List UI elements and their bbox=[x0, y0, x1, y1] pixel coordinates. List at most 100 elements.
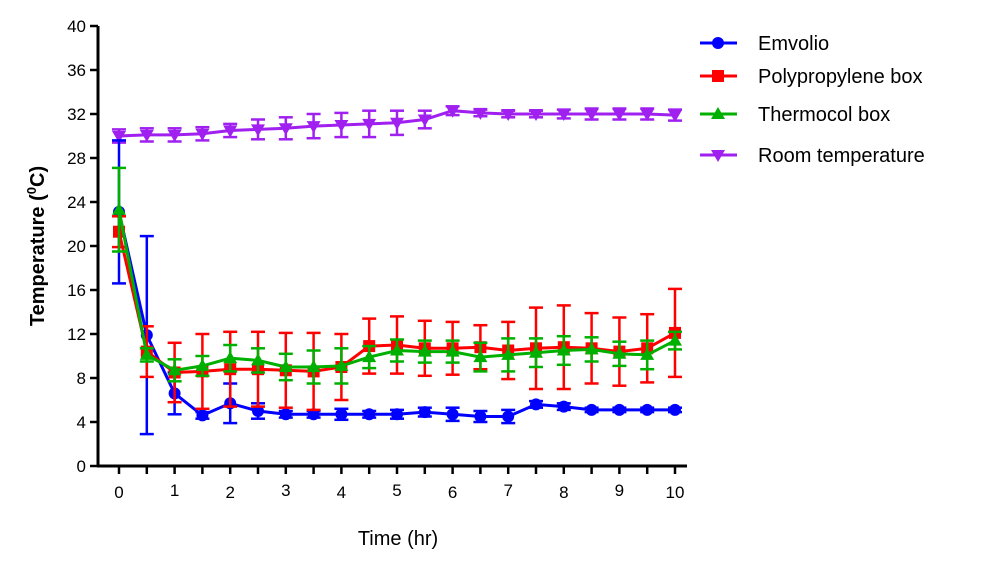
y-axis-title-main: Temperature ( bbox=[27, 194, 49, 326]
y-tick-label: 12 bbox=[67, 325, 86, 344]
marker-circle bbox=[363, 408, 376, 421]
series-emvolio bbox=[112, 139, 682, 436]
y-axis-title: Temperature (0C) bbox=[24, 166, 49, 326]
x-tick-label: 8 bbox=[559, 483, 568, 502]
series-thermocol-box bbox=[112, 166, 682, 385]
marker-triangle-down bbox=[473, 107, 488, 120]
legend-item: Emvolio bbox=[700, 33, 829, 55]
marker-triangle-down bbox=[711, 150, 725, 162]
marker-triangle-down bbox=[362, 118, 377, 131]
marker-circle bbox=[446, 408, 459, 421]
y-tick-label: 0 bbox=[77, 457, 86, 476]
y-axis-title-superscript: 0 bbox=[24, 187, 39, 194]
marker-triangle-down bbox=[195, 128, 210, 141]
marker-square bbox=[712, 70, 724, 82]
series-room-temperature bbox=[112, 105, 682, 144]
marker-triangle-up bbox=[668, 333, 682, 346]
marker-triangle-down bbox=[556, 109, 571, 121]
y-tick-label: 4 bbox=[77, 413, 86, 432]
marker-circle bbox=[196, 409, 209, 422]
y-tick-label: 16 bbox=[67, 281, 86, 300]
series-polypropylene-box bbox=[112, 215, 682, 412]
y-tick-label: 36 bbox=[67, 61, 86, 80]
legend-label: Polypropylene box bbox=[758, 66, 923, 88]
series-layer bbox=[112, 105, 682, 436]
marker-triangle-down bbox=[278, 123, 293, 136]
y-axis-title-unit: C) bbox=[27, 166, 49, 187]
legend-label: Emvolio bbox=[758, 33, 829, 55]
legend-label: Room temperature bbox=[758, 145, 925, 167]
marker-triangle-up bbox=[195, 358, 210, 371]
marker-triangle-down bbox=[417, 114, 432, 127]
marker-triangle-down bbox=[501, 109, 516, 121]
marker-circle bbox=[279, 408, 292, 421]
marker-triangle-up bbox=[139, 347, 154, 360]
legend-item: Polypropylene box bbox=[700, 66, 923, 88]
marker-triangle-up bbox=[112, 202, 126, 215]
marker-circle bbox=[307, 408, 320, 421]
marker-triangle-down bbox=[445, 105, 460, 118]
y-tick-label: 24 bbox=[67, 193, 86, 212]
marker-circle bbox=[669, 403, 681, 416]
marker-triangle-up bbox=[612, 346, 627, 359]
x-axis-title: Time (hr) bbox=[358, 528, 438, 550]
marker-circle bbox=[391, 408, 403, 421]
marker-triangle-up bbox=[167, 363, 182, 376]
marker-circle bbox=[613, 403, 626, 416]
marker-triangle-up bbox=[251, 353, 265, 366]
marker-triangle-up bbox=[529, 345, 543, 358]
marker-triangle-down bbox=[167, 129, 182, 142]
marker-circle bbox=[641, 403, 654, 416]
marker-triangle-down bbox=[112, 131, 126, 143]
x-tick-label: 0 bbox=[114, 483, 123, 502]
marker-circle bbox=[335, 408, 348, 421]
marker-triangle-up bbox=[501, 347, 516, 360]
x-tick-label: 3 bbox=[281, 481, 290, 500]
x-tick-label: 10 bbox=[666, 483, 685, 502]
marker-triangle-up bbox=[362, 350, 377, 363]
marker-circle bbox=[502, 410, 515, 423]
y-tick-label: 8 bbox=[77, 369, 86, 388]
marker-triangle-up bbox=[223, 351, 238, 364]
marker-circle bbox=[418, 406, 431, 419]
y-tick-label: 28 bbox=[67, 149, 86, 168]
marker-circle bbox=[585, 403, 598, 416]
marker-triangle-down bbox=[223, 125, 238, 138]
x-tick-label: 5 bbox=[392, 481, 401, 500]
marker-circle bbox=[557, 400, 570, 413]
marker-circle bbox=[252, 405, 264, 417]
marker-triangle-up bbox=[556, 343, 571, 356]
x-tick-label: 2 bbox=[225, 483, 234, 502]
marker-triangle-up bbox=[711, 107, 725, 119]
y-tick-label: 32 bbox=[67, 105, 86, 124]
marker-triangle-up bbox=[473, 350, 488, 363]
y-tick-label: 20 bbox=[67, 237, 86, 256]
x-tick-label: 1 bbox=[170, 481, 179, 500]
marker-circle bbox=[474, 410, 487, 423]
marker-triangle-up bbox=[640, 347, 655, 360]
legend-label: Thermocol box bbox=[758, 104, 890, 126]
legend-item: Thermocol box bbox=[700, 104, 890, 126]
marker-triangle-down bbox=[668, 110, 682, 123]
marker-triangle-down bbox=[306, 121, 321, 134]
marker-triangle-up bbox=[584, 342, 599, 355]
marker-triangle-down bbox=[139, 129, 154, 142]
legend-item: Room temperature bbox=[700, 145, 925, 167]
marker-triangle-up bbox=[306, 360, 321, 372]
marker-triangle-up bbox=[417, 344, 432, 357]
marker-circle bbox=[712, 37, 724, 49]
marker-triangle-down bbox=[390, 117, 404, 130]
marker-triangle-down bbox=[529, 109, 543, 121]
marker-triangle-up bbox=[334, 358, 349, 371]
marker-circle bbox=[530, 398, 542, 411]
legend: Emvolio Polypropylene box Thermocol box Roo… bbox=[700, 33, 925, 167]
x-tick-label: 4 bbox=[337, 483, 346, 502]
marker-triangle-down bbox=[334, 120, 349, 132]
x-tick-label: 7 bbox=[503, 481, 512, 500]
marker-triangle-down bbox=[612, 109, 627, 121]
x-tick-label: 6 bbox=[448, 483, 457, 502]
marker-triangle-up bbox=[278, 360, 293, 372]
marker-triangle-up bbox=[445, 344, 460, 357]
